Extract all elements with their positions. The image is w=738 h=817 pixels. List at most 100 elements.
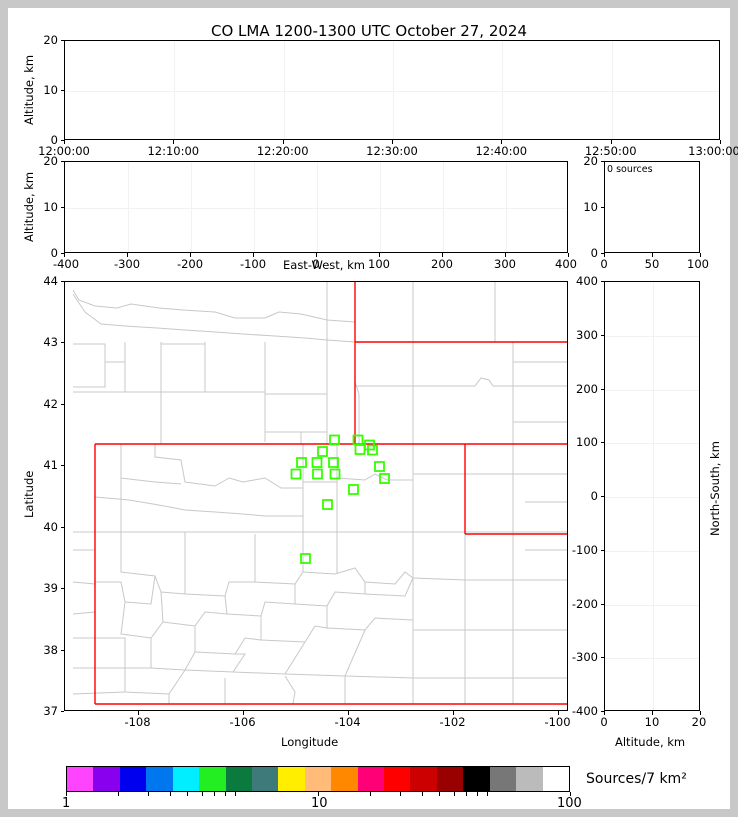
axis-tick (600, 496, 604, 497)
axis-tick (60, 40, 64, 41)
colorbar-tick (202, 792, 203, 796)
altitude-histogram-panel[interactable]: 0 sources (604, 161, 700, 253)
page-title: CO LMA 1200-1300 UTC October 27, 2024 (210, 22, 528, 40)
axis-tick (253, 253, 254, 257)
axis-tick (557, 711, 559, 715)
x-tick-label: 13:00:00 (688, 144, 738, 158)
x-tick-label: -100 (239, 257, 267, 271)
y-tick-label: 0 (590, 489, 598, 503)
colorbar-swatch (67, 767, 94, 791)
axis-tick (600, 161, 604, 162)
x-tick-label: 300 (494, 257, 516, 271)
y-tick-label: -300 (571, 650, 598, 665)
gridline (283, 41, 285, 139)
x-tick-label: 0 (600, 715, 608, 729)
colorbar-tick (570, 792, 571, 796)
lma-figure: CO LMA 1200-1300 UTC October 27, 2024 0 … (8, 8, 738, 811)
gridline (128, 162, 129, 252)
gridline (65, 208, 567, 209)
colorbar-swatch (93, 767, 120, 791)
y-tick-label: 20 (43, 33, 58, 47)
source-count-annotation: 0 sources (607, 164, 653, 175)
colorbar-swatch (119, 767, 147, 791)
x-tick-label: 100 (687, 257, 709, 271)
y-tick-label: 44 (43, 274, 58, 288)
x-tick-label: 12:50:00 (584, 144, 637, 158)
colorbar-tick (225, 792, 226, 796)
y-tick-label: 0 (50, 246, 58, 260)
axis-tick (60, 649, 64, 651)
x-tick-label: 10 (644, 715, 660, 729)
axis-tick (60, 342, 64, 344)
y-tick-label: 42 (43, 396, 58, 411)
axis-tick (60, 207, 64, 208)
axis-tick (64, 253, 65, 257)
map-geography (72, 282, 567, 705)
colorbar-tick (454, 792, 455, 796)
gridline (502, 41, 504, 139)
axis-tick (379, 253, 380, 257)
x-tick-label: 0 (312, 257, 320, 271)
axis-tick (60, 465, 64, 467)
colorbar-swatch (463, 767, 490, 791)
east-west-altitude-panel[interactable] (64, 161, 568, 253)
axis-tick (60, 161, 64, 162)
y-tick-label: 0 (50, 133, 58, 147)
axis-tick (600, 207, 604, 208)
plan-view-map-panel[interactable] (64, 281, 568, 711)
axis-tick (60, 403, 64, 405)
gridline (191, 162, 192, 252)
colorbar-swatch (357, 767, 385, 791)
gridline (174, 41, 176, 139)
colorbar-swatch (304, 767, 332, 791)
colorbar-tick (66, 792, 67, 796)
colorbar-swatch (542, 767, 570, 791)
y-tick-label: 10 (583, 200, 598, 214)
gridline (605, 389, 699, 391)
y-tick-label: 40 (43, 519, 58, 534)
axis-tick (137, 711, 139, 715)
colorbar-swatch (516, 767, 543, 791)
x-axis-label: East-West, km (283, 258, 365, 272)
colorbar-tick (118, 792, 119, 796)
x-tick-label: -100 (544, 715, 571, 729)
axis-tick (173, 140, 175, 144)
time-height-panel[interactable] (64, 40, 720, 140)
sources-density-colorbar[interactable] (66, 766, 570, 792)
y-axis-label: Latitude (22, 470, 36, 518)
colorbar-swatch (331, 767, 358, 791)
y-tick-label: 20 (583, 154, 598, 168)
colorbar-tick (235, 792, 236, 796)
gridline (653, 282, 654, 710)
colorbar-swatch (199, 767, 226, 791)
axis-tick (600, 657, 604, 659)
axis-tick (700, 253, 701, 257)
axis-tick (64, 140, 65, 144)
y-tick-label: 300 (576, 327, 598, 342)
colorbar-swatch (225, 767, 252, 791)
axis-tick (127, 253, 128, 257)
axis-tick (600, 603, 604, 605)
axis-tick (610, 140, 612, 144)
colorbar-tick (170, 792, 171, 796)
y-tick-label: 20 (43, 154, 58, 168)
y-tick-label: -100 (571, 542, 598, 557)
x-tick-label: 12:00:00 (38, 144, 90, 158)
colorbar-tick (477, 792, 478, 796)
axis-tick (600, 281, 604, 282)
gridline (605, 443, 699, 445)
gridline (605, 604, 699, 606)
x-tick-label: 400 (555, 257, 577, 271)
colorbar-tick-label: 100 (557, 796, 582, 811)
axis-tick (60, 588, 64, 590)
x-tick-label: 12:20:00 (256, 144, 309, 158)
colorbar-swatch (172, 767, 200, 791)
axis-tick (442, 253, 443, 257)
colorbar-tick (466, 792, 467, 796)
north-south-altitude-panel[interactable] (604, 281, 700, 711)
axis-tick (501, 140, 503, 144)
colorbar-tick (318, 792, 319, 796)
y-tick-label: 10 (43, 83, 58, 97)
y-tick-label: 41 (43, 458, 58, 473)
axis-tick (190, 253, 191, 257)
